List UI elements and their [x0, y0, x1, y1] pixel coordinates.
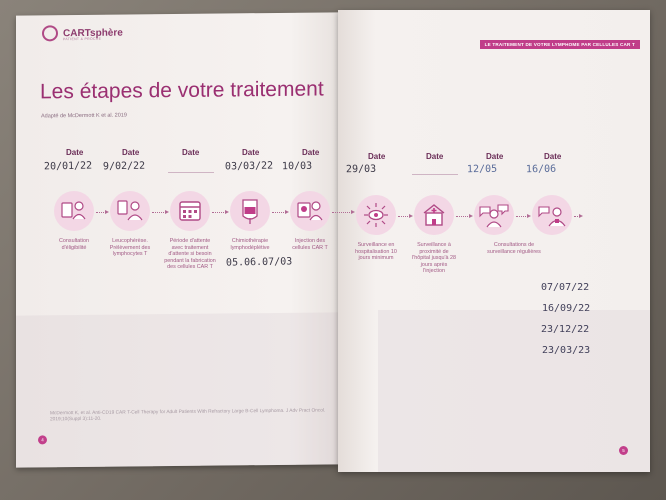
- timeline-arrow: [516, 214, 531, 218]
- doctor-clipboard-icon: [54, 191, 94, 231]
- page-number-left: 4: [38, 435, 47, 445]
- page-title: Les étapes de votre traitement: [40, 77, 324, 104]
- hospital-icon: [414, 195, 454, 235]
- date-label: Date: [182, 148, 200, 157]
- date-line: [168, 172, 214, 173]
- step-label: Consultations de surveillance régulières: [487, 242, 541, 255]
- page-number-right: 5: [619, 446, 628, 455]
- followup-date: 16/09/22: [542, 303, 591, 314]
- date-label: Date: [66, 148, 84, 157]
- date-label: Date: [486, 152, 504, 161]
- step-label: Injection des cellules CAR T: [292, 238, 328, 251]
- calendar-icon: [170, 191, 210, 231]
- step-label: Période d'attente avec traitement d'atte…: [164, 238, 216, 271]
- infusion-bag-icon: [230, 191, 270, 231]
- apheresis-icon: [110, 191, 150, 231]
- timeline-arrow: [212, 210, 229, 214]
- timeline-arrow: [96, 210, 109, 214]
- brand-tagline: PATIENT & PROCHE: [63, 36, 102, 42]
- followup-date: 07/07/22: [541, 282, 590, 293]
- step-label: Leucophérèse. Prélèvement des lymphocyte…: [109, 238, 151, 258]
- handwritten-date: 10/03: [281, 160, 313, 173]
- timeline-arrow: [152, 210, 169, 214]
- brand-logo-icon: [42, 25, 58, 42]
- timeline-arrow: [574, 214, 583, 218]
- timeline-arrow: [456, 214, 473, 218]
- date-label: Date: [368, 152, 386, 161]
- handwritten-date: 29/03: [345, 163, 377, 176]
- followup-date: 23/12/22: [541, 324, 590, 335]
- handwritten-date: 03/03/22: [224, 160, 274, 173]
- handwritten-date: 20/01/22: [43, 160, 93, 173]
- date-label: Date: [242, 148, 260, 157]
- handwritten-note: 05.06.07/03: [225, 256, 293, 269]
- section-banner: LE TRAITEMENT DE VOTRE LYMPHOME PAR CELL…: [479, 40, 640, 49]
- right-page: LE TRAITEMENT DE VOTRE LYMPHOME PAR CELL…: [338, 10, 650, 472]
- monitoring-eye-icon: [356, 195, 396, 235]
- step-label: Consultation d'éligibilité: [59, 238, 89, 251]
- page-subtitle: Adapté de McDermott K et al. 2019: [41, 112, 127, 120]
- handwritten-date: 12/05: [466, 163, 498, 176]
- step-label: Chimiothérapie lymphodéplétive: [230, 238, 270, 251]
- doctor-consultation-icon: [474, 195, 514, 235]
- injection-icon: [290, 191, 330, 231]
- date-label: Date: [544, 152, 562, 161]
- date-label: Date: [426, 152, 444, 161]
- date-label: Date: [302, 148, 320, 157]
- step-label: Surveillance à proximité de l'hôpital ju…: [411, 242, 457, 275]
- followup-date: 23/03/23: [542, 345, 591, 356]
- handwritten-date: 9/02/22: [102, 160, 146, 173]
- date-label: Date: [122, 148, 140, 157]
- handwritten-date: 16/06: [525, 163, 557, 176]
- date-line: [412, 174, 458, 175]
- background-photo-ghost: [16, 312, 338, 468]
- doctor-patient-icon: [532, 195, 572, 235]
- background-photo-ghost-right: [378, 310, 650, 472]
- timeline-arrow: [398, 214, 413, 218]
- timeline-arrow: [272, 210, 289, 214]
- timeline-arrow: [332, 210, 355, 214]
- step-label: Surveillance en hospitalisation 10 jours…: [355, 242, 397, 262]
